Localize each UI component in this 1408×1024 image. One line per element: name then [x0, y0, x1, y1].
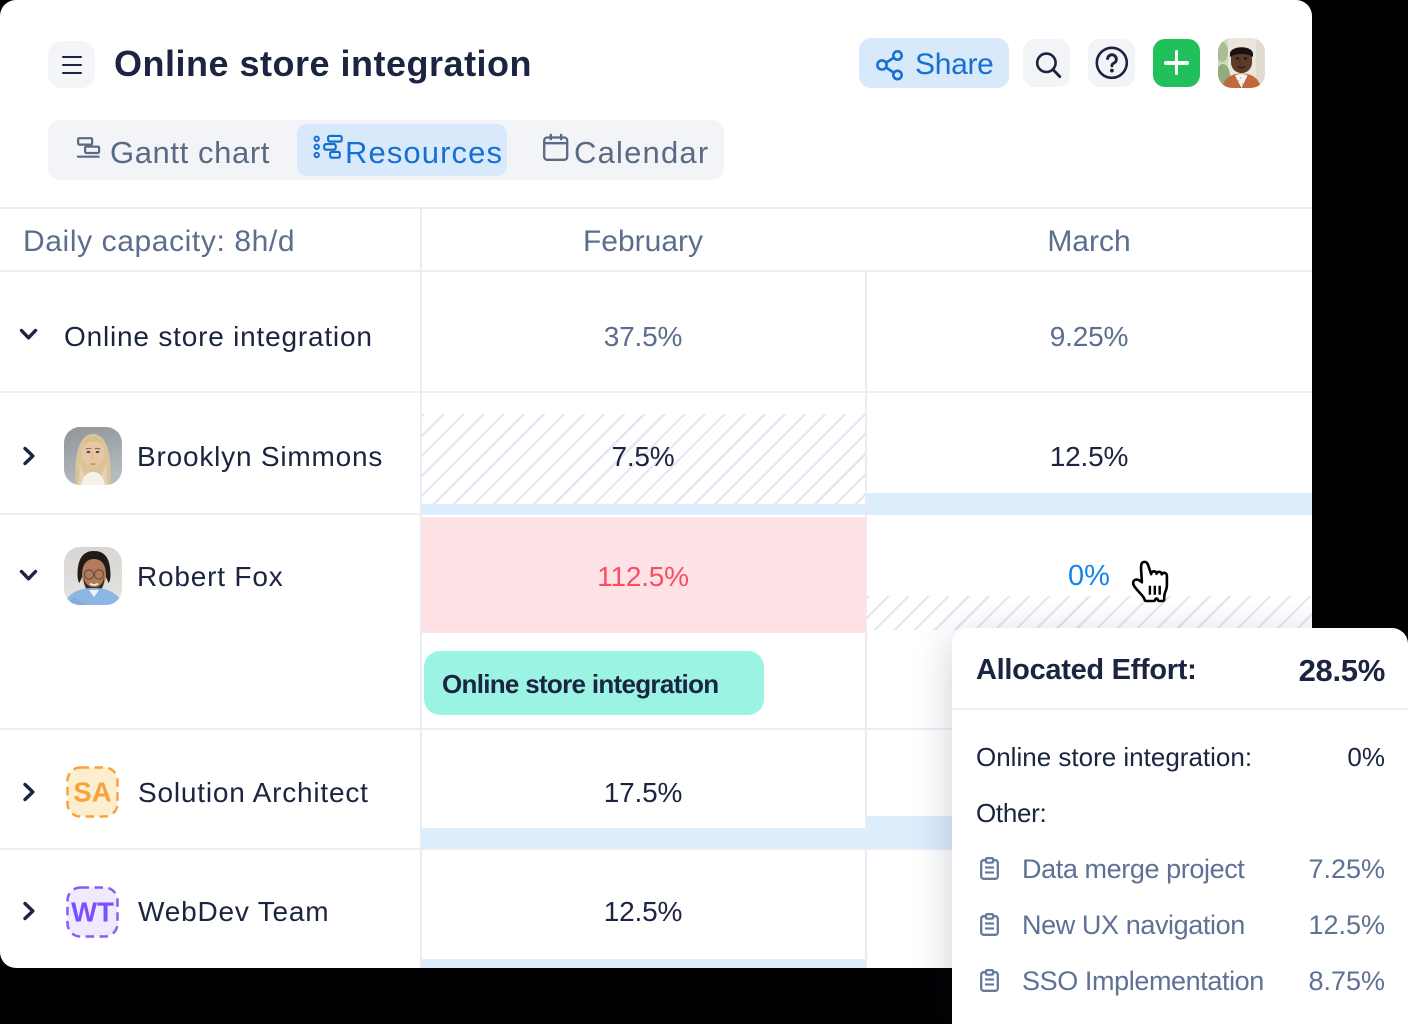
svg-text:WT: WT	[71, 897, 114, 928]
svg-text:SA: SA	[73, 777, 111, 808]
